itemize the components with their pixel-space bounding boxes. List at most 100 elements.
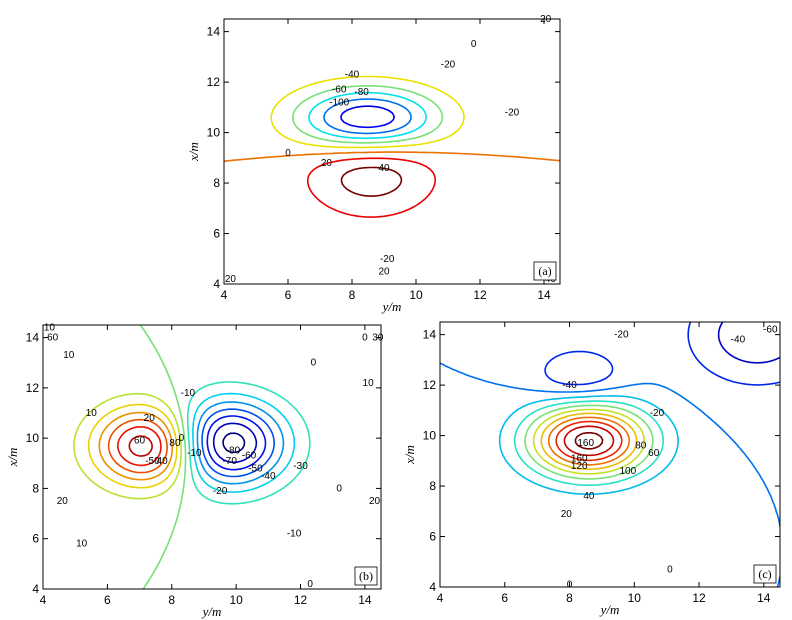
contour-line--40 [717, 322, 780, 364]
contour-line-0 [139, 325, 187, 589]
contour-line-50 [117, 426, 162, 467]
y-tick-label: 8 [213, 176, 220, 190]
y-tick-label: 12 [26, 381, 40, 395]
contour-label: 0 [336, 483, 342, 494]
contour-label: -10 [287, 529, 302, 540]
contour-line--20 [192, 392, 296, 493]
plot-frame [42, 324, 382, 590]
y-tick-label: 14 [26, 331, 40, 345]
y-tick-label: 8 [429, 479, 436, 493]
contour-label: -70 [222, 456, 237, 467]
contour-label: -80 [354, 87, 369, 98]
contour-line--20 [270, 75, 465, 149]
contour-line-80 [532, 408, 646, 475]
y-axis-title: x/m [5, 448, 20, 468]
contour-label: -20 [505, 107, 520, 118]
y-tick-label: 14 [207, 25, 221, 39]
contour-label: -40 [562, 380, 577, 391]
contour-line-60 [524, 404, 654, 480]
contour-label: 20 [321, 158, 333, 169]
x-tick-label: 6 [104, 593, 111, 607]
contour-line-140 [555, 420, 623, 462]
contour-label: 20 [144, 413, 156, 424]
contour-label: 40 [378, 163, 390, 174]
contour-line-100 [540, 412, 638, 470]
contour-line-120 [547, 416, 630, 466]
contour-label: -20 [650, 408, 665, 419]
x-tick-label: 10 [628, 591, 642, 605]
x-tick-label: 6 [285, 288, 292, 302]
contour-line-10 [73, 392, 182, 500]
y-tick-label: 12 [207, 75, 221, 89]
contour-label: -100 [329, 97, 349, 108]
contour-label: 0 [667, 564, 673, 575]
x-axis-title: y/m [201, 604, 222, 619]
panel-label: (b) [359, 569, 373, 583]
x-tick-label: 6 [501, 591, 508, 605]
contour-label: -40 [261, 471, 276, 482]
y-tick-label: 4 [429, 580, 436, 594]
contour-label: -20 [614, 330, 629, 341]
x-tick-label: 14 [358, 593, 372, 607]
x-tick-label: 8 [168, 593, 175, 607]
panel-c: 44 6 6 8 8 10 10 12 12 14 14 y/m x/m -20 -60 -40 -40 -20 1… [402, 321, 781, 617]
contour-label: -20 [380, 254, 395, 265]
contour-label: 120 [571, 461, 588, 472]
y-axis-title: x/m [402, 445, 417, 465]
x-tick-label: 4 [437, 591, 444, 605]
contour-label: -40 [345, 70, 360, 81]
contour-line-20 [306, 157, 436, 218]
contour-line-20 [498, 395, 679, 495]
contour-line-20 [87, 403, 178, 489]
contour-line-40 [340, 166, 403, 197]
contour-label: -10 [181, 388, 196, 399]
contour-label: 0 [285, 148, 291, 159]
contour-label: -50 [145, 456, 160, 467]
x-axis-title: y/m [381, 299, 402, 314]
contour-label: 0 [311, 358, 317, 369]
y-tick-label: 8 [32, 481, 39, 495]
contour-label: -30 [293, 461, 308, 472]
plot-frame [439, 321, 781, 588]
x-tick-label: 12 [473, 288, 487, 302]
contour-label: 10 [44, 323, 56, 334]
contour-label: -60 [763, 325, 778, 336]
contour-label: 0 [362, 333, 368, 344]
y-tick-label: 4 [32, 582, 39, 596]
contour-line--100 [340, 105, 395, 129]
panel-a: 44 6 6 8 8 10 10 12 12 14 14 y/m x/m -20 0 -20 -40 -60 -80… [186, 14, 561, 314]
panel-label: (c) [758, 567, 771, 581]
contour-label: 0 [567, 579, 573, 590]
x-tick-label: 10 [409, 288, 423, 302]
y-tick-label: 6 [213, 227, 220, 241]
y-tick-label: 4 [213, 277, 220, 291]
contour-label: 0 [179, 433, 185, 444]
contour-label: 30 [372, 333, 384, 344]
contour-line--40 [292, 85, 444, 144]
contour-label: 80 [635, 441, 647, 452]
panel-label-box [533, 261, 557, 281]
contour-line--80 [323, 98, 412, 135]
x-axis-title: y/m [599, 602, 620, 617]
contour-label: -60 [332, 85, 347, 96]
contour-label: -40 [731, 335, 746, 346]
contour-line-180 [574, 432, 604, 450]
x-tick-label: 8 [349, 288, 356, 302]
y-tick-label: 10 [207, 126, 221, 140]
contour-label: 40 [583, 491, 595, 502]
contour-label: 80 [169, 438, 181, 449]
contour-line--50 [206, 415, 267, 471]
panel-label-box [753, 564, 777, 584]
contour-line--70 [222, 432, 246, 454]
y-tick-label: 14 [423, 328, 437, 342]
contour-line--20 [544, 322, 780, 386]
contour-label: 10 [76, 539, 88, 550]
contour-label: 60 [134, 436, 146, 447]
contour-label: 20 [225, 274, 237, 285]
x-tick-label: 8 [566, 591, 573, 605]
panel-label: (a) [538, 264, 551, 278]
contour-label: -20 [537, 14, 552, 25]
contour-line--60 [212, 422, 258, 464]
